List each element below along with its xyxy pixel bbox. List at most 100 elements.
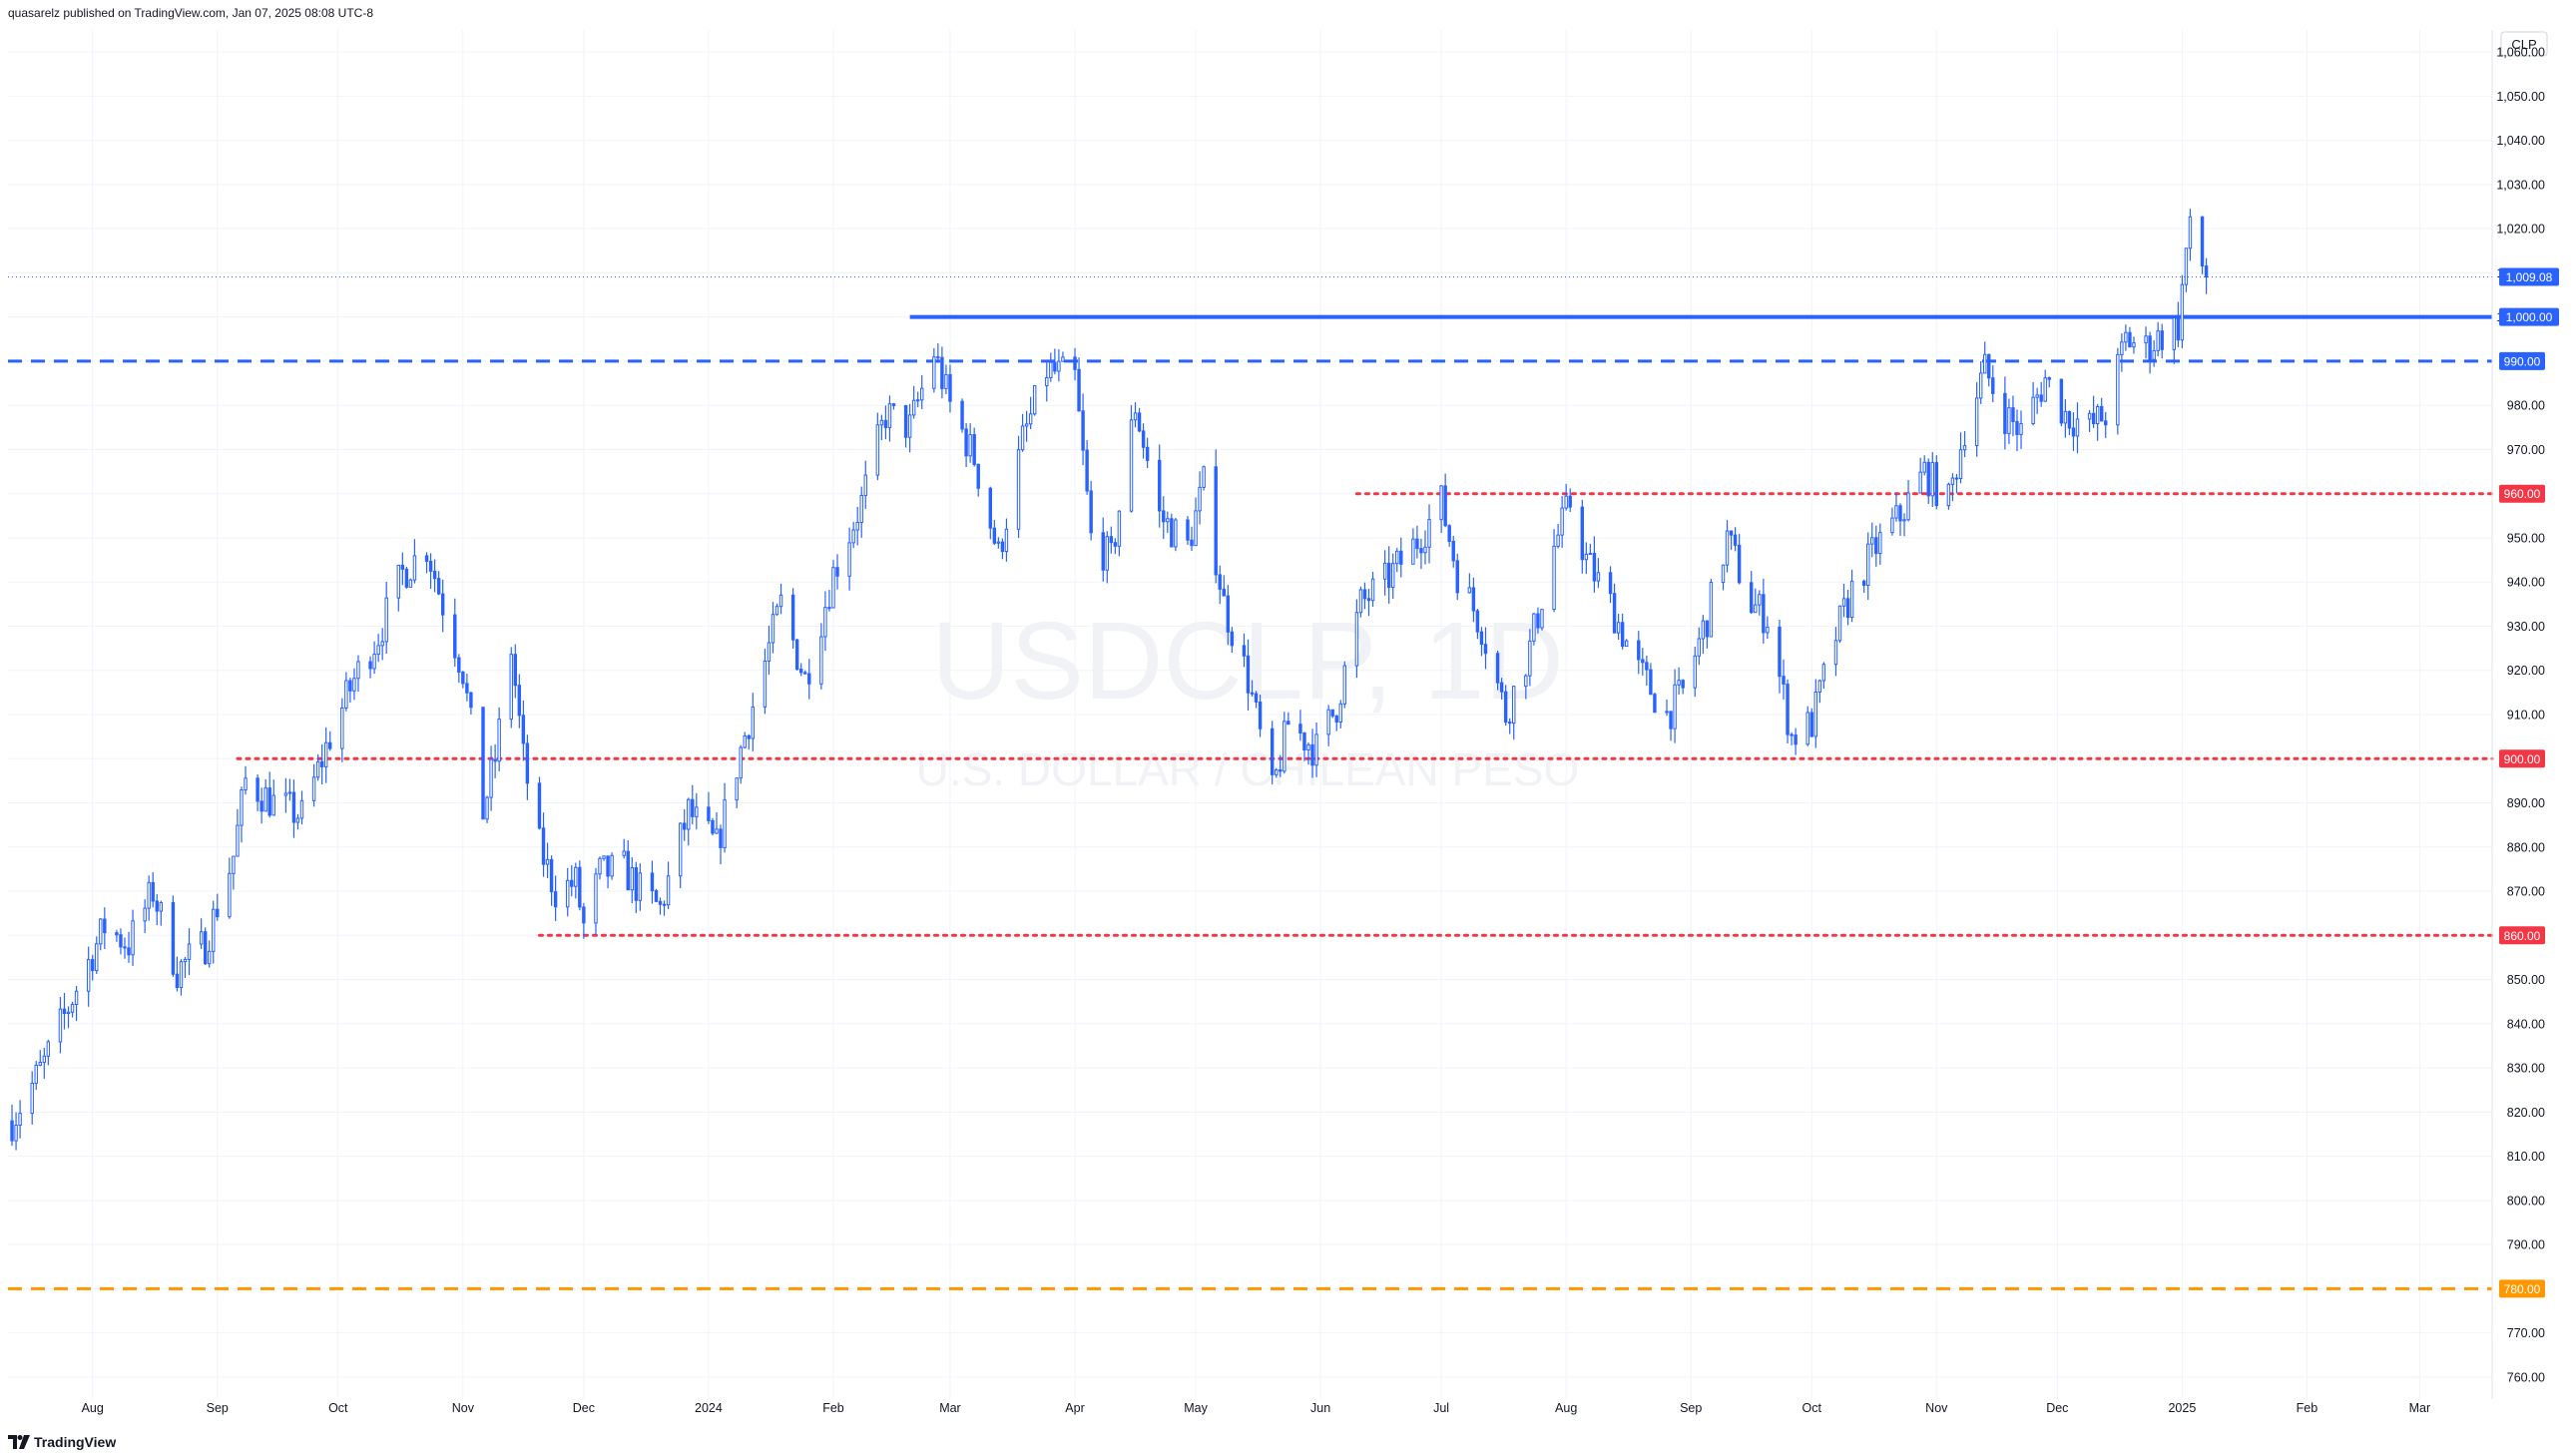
candle-body — [2015, 420, 2019, 435]
candle-body — [356, 661, 360, 680]
candle-body — [240, 789, 244, 826]
candle-body — [1085, 449, 1089, 492]
candle-body — [1637, 640, 1641, 661]
candle-body — [1809, 712, 1813, 737]
candle-body — [58, 1008, 63, 1043]
candle-body — [707, 806, 711, 821]
candle-body — [1653, 694, 1657, 714]
candle-body — [807, 673, 811, 685]
candle-body — [976, 463, 980, 489]
level-badge-label: 1,000.00 — [2506, 310, 2553, 324]
candle-body — [798, 669, 803, 674]
candle-body — [1499, 682, 1504, 693]
candle-body — [940, 356, 944, 389]
candle-body — [1673, 684, 1677, 729]
candle-body — [1338, 703, 1342, 724]
candle-body — [887, 403, 892, 428]
candle-body — [30, 1083, 34, 1115]
candle-body — [376, 645, 380, 656]
candle-body — [1729, 530, 1734, 536]
candle-body — [1568, 495, 1572, 508]
candle-body — [1024, 423, 1029, 427]
candle-body — [1427, 519, 1431, 548]
candle-body — [1020, 425, 1025, 451]
candle-body — [1141, 430, 1146, 448]
candle-body — [86, 959, 91, 992]
candle-body — [1270, 728, 1275, 775]
candle-body — [493, 758, 497, 762]
candle-body — [103, 918, 107, 934]
candle-body — [2087, 412, 2092, 420]
candle-body — [1057, 360, 1061, 372]
y-tick-label: 1,030.00 — [2496, 178, 2545, 192]
candle-body — [1045, 376, 1049, 386]
candle-body — [634, 867, 639, 901]
candle-body — [944, 373, 948, 389]
candle-body — [155, 900, 159, 912]
candle-body — [344, 680, 348, 709]
candle-body — [1194, 510, 1198, 547]
currency-label: CLP — [2511, 37, 2536, 52]
candle-body — [263, 787, 267, 812]
candle-body — [513, 654, 517, 687]
candle-body — [115, 932, 119, 936]
candle-body — [2095, 406, 2100, 425]
candle-body — [2156, 330, 2160, 351]
candle-body — [1733, 534, 1738, 546]
candle-body — [1053, 361, 1057, 372]
candle-body — [723, 799, 727, 848]
candle-body — [1447, 525, 1451, 542]
candle-body — [1596, 572, 1601, 582]
candle-body — [283, 792, 288, 796]
candle-body — [1782, 676, 1786, 686]
candle-body — [2188, 216, 2193, 249]
candle-body — [175, 973, 180, 989]
candle-body — [95, 943, 99, 972]
candle-body — [1564, 495, 1568, 509]
currency-badge[interactable] — [2500, 31, 2548, 57]
candle-body — [2148, 335, 2152, 360]
candle-body — [380, 641, 384, 647]
candle-body — [650, 872, 655, 892]
candle-body — [236, 824, 240, 857]
candle-body — [1415, 538, 1419, 550]
level-badge — [2499, 926, 2545, 945]
candle-body — [1861, 580, 1866, 587]
candle-body — [1342, 665, 1347, 705]
candle-body — [396, 564, 401, 599]
candle-body — [932, 356, 936, 389]
candle-body — [1382, 562, 1387, 580]
candle-body — [509, 654, 513, 721]
y-tick-label: 870.00 — [2507, 885, 2545, 899]
x-tick-label: Mar — [939, 1401, 961, 1415]
candle-body — [1105, 536, 1110, 571]
candle-body — [1560, 507, 1564, 536]
candle-body — [2019, 423, 2023, 435]
candle-body — [687, 798, 691, 830]
candle-body — [440, 593, 445, 616]
candle-body — [521, 715, 526, 744]
candle-body — [400, 564, 405, 570]
candle-body — [171, 902, 176, 975]
candle-body — [1786, 684, 1790, 735]
candle-body — [630, 867, 634, 891]
candle-body — [972, 434, 976, 465]
candle-body — [1455, 560, 1459, 594]
y-tick-label: 940.00 — [2507, 576, 2545, 590]
candle-body — [2003, 392, 2007, 434]
candle-body — [453, 614, 457, 659]
candle-body — [1133, 412, 1138, 421]
candle-body — [1113, 542, 1118, 547]
candle-body — [1230, 631, 1235, 647]
candle-body — [348, 680, 352, 692]
candle-body — [1532, 613, 1536, 642]
candle-body — [1588, 552, 1593, 555]
candle-body — [461, 672, 465, 685]
candle-body — [525, 742, 530, 784]
candle-body — [1833, 640, 1838, 666]
candle-body — [1805, 712, 1809, 745]
candle-body — [2144, 335, 2148, 344]
candle-body — [582, 906, 586, 924]
candle-body — [2132, 342, 2136, 348]
